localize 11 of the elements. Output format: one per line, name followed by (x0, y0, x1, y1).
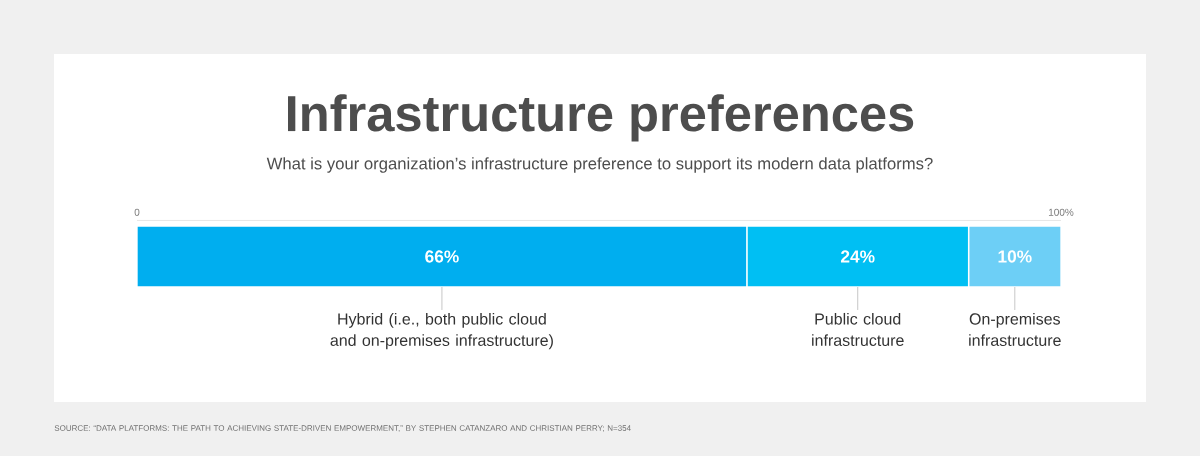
chart-title: Infrastructure preferences (288, 94, 914, 142)
series-label: On-premises infrastructure (969, 312, 1061, 347)
series-label: Public cloud infrastructure (812, 312, 904, 347)
data-label: 10% (998, 250, 1032, 263)
x-tick-label: 0 (134, 208, 140, 216)
data-label: 24% (840, 250, 875, 263)
source-note: SOURCE: “DATA PLATFORMS: THE PATH TO ACHIEVING STATE-DRIVEN EMPOWERMENT,” BY STEPHEN CATANZARO AND CHRISTIAN PERRY; N=354 (54, 425, 631, 432)
series-label: Hybrid (i.e., both public cloud and on-premises infrastructure) (330, 312, 553, 350)
chart-subtitle: What is your organization’s infrastructure preference to support its modern data platforms? (266, 157, 933, 173)
data-label: 66% (425, 250, 459, 263)
x-tick-label: 100% (1048, 208, 1074, 216)
